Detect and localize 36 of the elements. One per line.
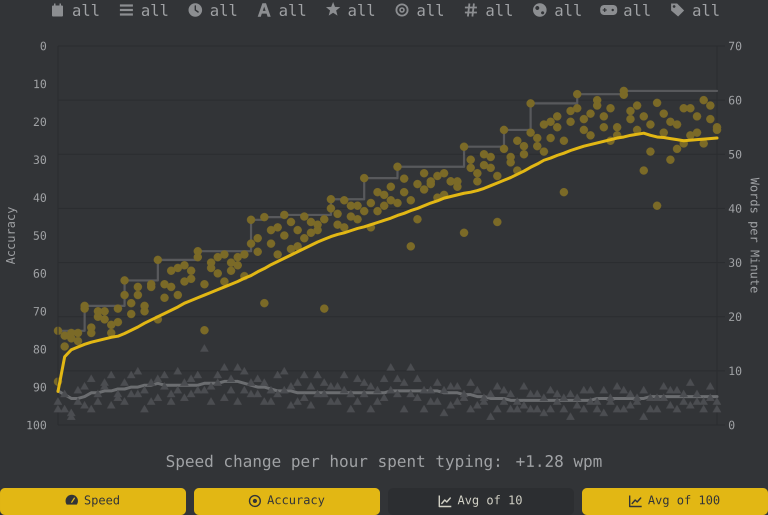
y2-tick-label: 60	[728, 96, 742, 104]
text: all	[348, 4, 374, 16]
text: all	[555, 4, 581, 16]
text: Speed change per hour spent typing: +1.28 wpm	[166, 454, 602, 470]
text: all	[280, 4, 306, 16]
text: all	[210, 4, 236, 16]
y2-tick-label: 50	[729, 150, 742, 159]
y-tick-label: 20	[34, 117, 46, 126]
text: all	[624, 4, 650, 16]
y2-axis-title: Words per Minute	[748, 178, 760, 293]
y2-tick-label: 0	[728, 420, 734, 430]
y-tick-label: 100	[27, 420, 46, 430]
y-axis-title: Accuracy	[6, 207, 18, 264]
y-tick-label: 10	[34, 80, 46, 88]
y2-tick-label: 70	[728, 42, 742, 50]
y-tick-label: 30	[34, 155, 46, 164]
y-tick-label: 80	[34, 344, 46, 354]
text: all	[486, 4, 512, 16]
y2-tick-label: 20	[729, 312, 742, 322]
y-tick-label: 50	[34, 231, 46, 240]
y2-tick-label: 30	[728, 258, 742, 267]
text: all	[73, 4, 98, 16]
y-tick-label: 60	[34, 269, 46, 278]
text: Avg of 10	[458, 495, 522, 507]
y-tick-label: 90	[34, 382, 46, 392]
text: Speed	[84, 495, 119, 507]
text: all	[693, 4, 719, 16]
y2-tick-label: 40	[728, 204, 742, 213]
text: all	[418, 4, 443, 16]
text: Accuracy	[267, 495, 324, 507]
y-tick-label: 70	[34, 306, 46, 316]
y-tick-label: 40	[34, 193, 46, 202]
text: all	[142, 4, 168, 16]
y-tick-label: 0	[40, 42, 46, 50]
y2-tick-label: 10	[730, 366, 742, 376]
text: Avg of 100	[648, 495, 720, 507]
